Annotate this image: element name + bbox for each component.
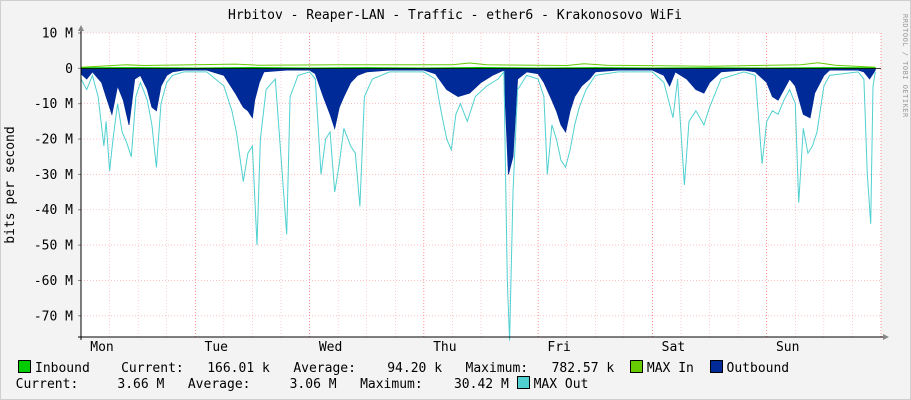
outbound-swatch: [709, 360, 723, 373]
x-axis-arrow: [883, 334, 889, 340]
axes: 10 M 0 -10 M -20 M -30 M -40 M -50 M -60 M -70 M…: [34, 25, 889, 355]
series-max-out-line: [80, 70, 876, 341]
y-tick-label: -40 M: [34, 203, 73, 218]
legend-max-in-label: MAX In: [646, 361, 694, 376]
y-tick-label: -50 M: [34, 239, 73, 254]
y-tick-label: -60 M: [34, 274, 73, 289]
x-tick-label: Fri: [547, 340, 570, 355]
legend-inbound-average: Average: 94.20 k: [293, 361, 443, 376]
y-tick-label: -10 M: [34, 97, 73, 112]
max-out-swatch: [516, 376, 530, 389]
legend-inbound-label: Inbound: [35, 361, 90, 376]
y-tick-label: -70 M: [34, 309, 73, 324]
y-tick-label: -20 M: [34, 133, 73, 148]
y-tick-label: 10 M: [42, 27, 73, 42]
x-tick-label: Sun: [776, 340, 799, 355]
x-tick-label: Wed: [319, 340, 342, 355]
x-tick-label: Sat: [662, 340, 685, 355]
series-max-in-line: [80, 62, 876, 68]
series-outbound-area: [80, 67, 876, 175]
legend-outbound-current: Current: 3.66 M: [15, 377, 165, 392]
rrdtool-watermark: RRDTOOL / TOBI OETIKER: [901, 14, 909, 118]
plot-area: [81, 33, 881, 337]
x-tick-label: Thu: [433, 340, 456, 355]
legend-inbound-maximum: Maximum: 782.57 k: [465, 361, 615, 376]
legend-row-2: Current: 3.66 M Average: 3.06 M Maximum:…: [0, 376, 588, 393]
inbound-swatch: [18, 360, 31, 373]
x-tick-label: Mon: [90, 340, 113, 355]
y-tick-label: 0: [65, 62, 73, 77]
legend-outbound-average: Average: 3.06 M: [187, 377, 337, 392]
legend-inbound-current: Current: 166.01 k: [121, 361, 270, 376]
legend-outbound-label: Outbound: [726, 361, 790, 376]
y-tick-label: -30 M: [34, 168, 73, 183]
y-axis-label: bits per second: [3, 126, 18, 243]
max-in-swatch: [629, 360, 643, 373]
legend-max-out-label: MAX Out: [533, 377, 589, 392]
legend-outbound-maximum: Maximum: 30.42 M: [360, 377, 509, 392]
chart-title: Hrbitov - Reaper-LAN - Traffic - ether6 …: [228, 8, 682, 23]
legend-row-1: Inbound Current: 166.01 k Average: 94.20…: [0, 360, 789, 377]
x-tick-label: Tue: [205, 340, 229, 355]
y-axis-arrow: [78, 25, 84, 31]
